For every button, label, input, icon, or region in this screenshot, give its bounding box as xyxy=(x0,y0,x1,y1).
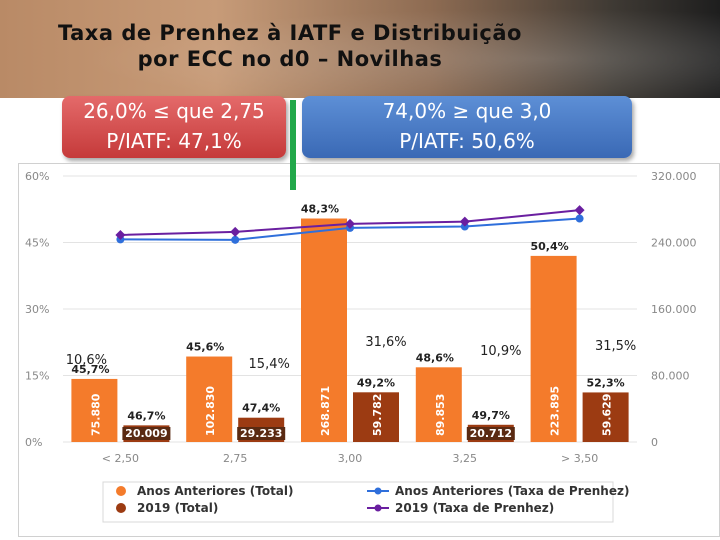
y-left-tick-label: 0% xyxy=(25,436,42,449)
slide-title: Taxa de Prenhez à IATF e Distribuição po… xyxy=(58,21,522,71)
bar-total-2019-label-bg xyxy=(466,427,515,440)
bar-total-prev xyxy=(530,255,577,442)
rate-2019-label: 49,7% xyxy=(472,409,510,422)
legend-marker xyxy=(374,487,382,495)
bar-total-2019-label: 29.233 xyxy=(240,427,282,440)
rate-prev-label: 45,7% xyxy=(71,363,109,376)
callout-low-ecc-share: 26,0% ≤ que 2,75 xyxy=(83,99,265,123)
x-tick-label: > 3,50 xyxy=(561,452,598,465)
x-tick-label: 3,25 xyxy=(453,452,478,465)
y-left-tick-label: 45% xyxy=(25,237,49,250)
bar-total-prev-label: 75.880 xyxy=(89,393,102,436)
bar-total-2019-label: 20.712 xyxy=(470,427,512,440)
rate-prev-point xyxy=(575,214,584,223)
distribution-share-label: 31,5% xyxy=(595,339,636,354)
legend-label: Anos Anteriores (Taxa de Prenhez) xyxy=(395,484,629,498)
y-right-tick-label: 240.000 xyxy=(651,237,697,250)
rate-2019-label: 46,7% xyxy=(127,409,165,422)
distribution-share-label: 10,6% xyxy=(66,353,107,368)
callout-high-ecc: 74,0% ≥ que 3,0 P/IATF: 50,6% xyxy=(302,96,632,158)
legend-box xyxy=(102,481,614,523)
chart-frame: 0% 15% 30% 45% 60% 0 80.000 160.000 240.000 320.0… xyxy=(18,163,720,537)
x-tick-label: 3,00 xyxy=(338,452,363,465)
x-tick-label: < 2,50 xyxy=(102,452,139,465)
rate-2019-point xyxy=(115,229,126,240)
callout-low-ecc: 26,0% ≤ que 2,75 P/IATF: 47,1% xyxy=(62,96,286,158)
bar-total-2019-label-bg xyxy=(122,427,171,440)
legend-label: 2019 (Total) xyxy=(137,501,218,515)
legend-marker xyxy=(116,486,126,496)
rate-prev-label: 48,6% xyxy=(416,351,454,364)
y-left-tick-label: 15% xyxy=(25,370,49,383)
rate-prev-label: 45,6% xyxy=(186,341,224,354)
y-left-tick-label: 30% xyxy=(25,303,49,316)
rate-2019-label: 49,2% xyxy=(357,376,395,389)
legend-label: Anos Anteriores (Total) xyxy=(137,484,294,498)
bar-total-prev xyxy=(415,367,462,442)
rate-2019-point xyxy=(345,218,355,229)
bar-total-prev-label: 223.895 xyxy=(549,386,562,436)
y-right-tick-label: 0 xyxy=(651,436,658,449)
distribution-share-label: 10,9% xyxy=(480,344,521,359)
bar-total-2019-label-bg xyxy=(237,427,286,440)
rate-2019-point xyxy=(574,205,585,216)
header-photo-shade xyxy=(0,0,720,98)
bar-total-2019-label: 59.782 xyxy=(371,394,384,436)
x-tick-label: 2,75 xyxy=(223,452,248,465)
rate-prev-label: 50,4% xyxy=(531,240,569,253)
bar-total-2019-label: 59.629 xyxy=(601,394,614,436)
legend-marker xyxy=(116,503,126,513)
y-right-tick-label: 160.000 xyxy=(651,303,697,316)
bar-total-2019-label: 20.009 xyxy=(125,427,167,440)
bar-total-prev xyxy=(71,378,118,442)
divider-bar xyxy=(290,100,296,190)
y-left-tick-label: 60% xyxy=(25,170,49,183)
y-right-tick-label: 80.000 xyxy=(651,370,690,383)
rate-2019-point xyxy=(459,216,470,227)
callout-low-ecc-rate: P/IATF: 47,1% xyxy=(106,129,242,153)
y-right-tick-label: 320.000 xyxy=(651,170,697,183)
rate-prev-label: 48,3% xyxy=(301,203,339,216)
distribution-share-label: 31,6% xyxy=(365,335,406,350)
combo-chart: 0% 15% 30% 45% 60% 0 80.000 160.000 240.000 320.0… xyxy=(25,170,697,523)
bar-total-prev xyxy=(186,356,233,442)
rate-2019-point xyxy=(230,226,241,237)
callout-high-ecc-share: 74,0% ≥ que 3,0 xyxy=(382,99,552,123)
rate-2019-label: 47,4% xyxy=(242,402,280,415)
bar-total-2019 xyxy=(582,392,629,442)
bar-total-prev-label: 89.853 xyxy=(434,394,447,436)
bar-total-prev xyxy=(301,218,347,442)
distribution-share-label: 15,4% xyxy=(249,357,290,372)
callout-high-ecc-rate: P/IATF: 50,6% xyxy=(399,129,535,153)
rate-2019-label: 52,3% xyxy=(587,376,625,389)
bar-total-prev-label: 102.830 xyxy=(204,386,217,436)
header-banner xyxy=(0,0,720,98)
bar-total-2019 xyxy=(353,392,399,442)
legend-marker xyxy=(374,504,382,512)
rate-prev-point xyxy=(231,235,240,244)
legend-label: 2019 (Taxa de Prenhez) xyxy=(395,501,554,515)
bar-total-prev-label: 268.871 xyxy=(319,386,332,436)
